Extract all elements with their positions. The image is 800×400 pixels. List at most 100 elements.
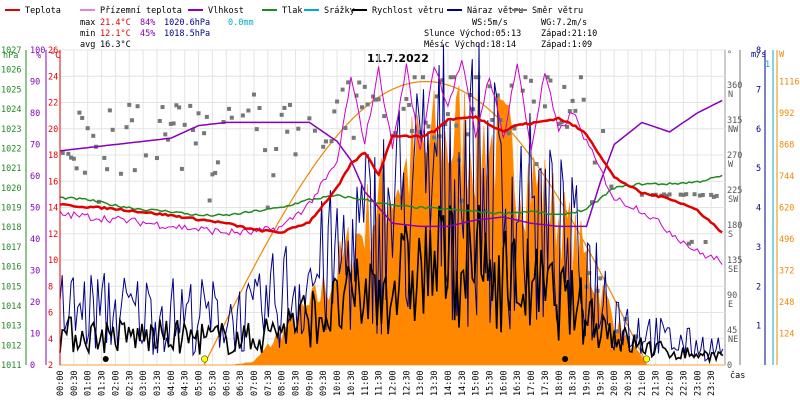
legend-srazky: Srážky: [324, 6, 355, 16]
wind-direction-point: [667, 192, 672, 197]
wm2-axis-unit: W: [779, 50, 785, 60]
wind-direction-point: [130, 118, 135, 123]
dir-tick-deg: 315: [727, 116, 742, 126]
x-tick-label: 12:00: [389, 370, 399, 396]
pct-tick-label: 70: [30, 141, 40, 151]
x-tick-label: 11:00: [361, 370, 371, 396]
wind-direction-point: [307, 116, 312, 121]
temp-tick-label: 10: [48, 256, 58, 266]
wind-direction-point: [689, 239, 694, 244]
wind-direction-point: [598, 276, 603, 281]
dir-tick-name: NW: [728, 125, 739, 135]
pct-tick-label: 80: [30, 109, 40, 119]
dir-tick-deg: 225: [727, 186, 742, 196]
pct-axis-unit: %: [36, 51, 41, 61]
wind-direction-point: [174, 103, 179, 108]
legend-prizemni-teplota: Přízemní teplota: [100, 6, 182, 16]
wind-direction-point: [545, 75, 550, 80]
x-tick-label: 23:00: [693, 370, 703, 396]
info-sun-set: Západ:21:10: [541, 29, 597, 39]
wind-direction-point: [124, 125, 129, 130]
wind-direction-point: [191, 127, 195, 132]
wind-direction-point: [382, 114, 387, 119]
hpa-axis-unit: hPa: [3, 51, 18, 61]
wind-direction-point: [163, 132, 168, 137]
wind-direction-point: [490, 117, 495, 122]
wind-direction-point: [171, 121, 176, 126]
x-tick-label: 15:00: [472, 370, 482, 396]
x-tick-label: 10:30: [347, 370, 357, 396]
wind-direction-point: [700, 193, 705, 198]
info-block: WS:5m/s WG:7.2m/s Slunce Východ:05:13 Zá…: [424, 18, 597, 50]
wind-direction-point: [542, 104, 547, 109]
wind-direction-point: [168, 121, 173, 126]
x-tick-label: 07:30: [264, 370, 274, 396]
wind-direction-point: [614, 329, 619, 334]
wind-direction-point: [601, 129, 606, 134]
wind-direction-point: [335, 99, 340, 104]
wind-direction-point: [567, 109, 572, 114]
wind-direction-point: [570, 98, 575, 103]
wind-direction-point: [85, 126, 90, 131]
pct-tick-label: 30: [30, 267, 40, 277]
wind-direction-point: [343, 126, 348, 131]
wind-direction-point: [240, 113, 245, 118]
stats-block: max 21.4°C 84% 1020.6hPa 0.0mm min 12.1°…: [80, 18, 254, 50]
temp-tick-label: 20: [48, 125, 58, 135]
info-wg: WG:7.2m/s: [541, 18, 587, 28]
wind-direction-point: [409, 129, 414, 134]
dir-tick-deg: 45: [727, 326, 737, 336]
dir-tick-deg: 135: [727, 256, 742, 266]
moonset-marker: [102, 356, 109, 362]
x-tick-label: 01:30: [98, 370, 108, 396]
x-tick-label: 03:00: [139, 370, 149, 396]
x-tick-label: 16:30: [513, 370, 523, 396]
legend-smer-vetru: Směr větru: [532, 6, 583, 16]
dir-tick-deg: 180: [727, 221, 742, 231]
x-tick-label: 20:00: [610, 370, 620, 396]
wind-direction-point: [210, 172, 215, 177]
wind-direction-point: [351, 135, 356, 140]
info-moon: Měsíc Východ:18:14: [424, 40, 516, 50]
x-tick-label: 01:00: [84, 370, 94, 396]
x-axis: 00:00 00:30 01:00 01:30 02:00 02:30 03:00 03:30…: [56, 370, 717, 396]
x-tick-label: 12:30: [402, 370, 412, 396]
temp-tick-label: 8: [48, 282, 53, 292]
stat-max-label: max: [80, 18, 95, 28]
hpa-tick-label: 1016: [1, 263, 21, 273]
x-tick-label: 09:30: [319, 370, 329, 396]
wind-direction-point: [534, 162, 539, 167]
temp-tick-label: 18: [48, 151, 58, 161]
hpa-tick-label: 1024: [1, 105, 21, 115]
wind-direction-point: [312, 128, 317, 133]
x-tick-label: 11:30: [375, 370, 385, 396]
x-tick-label: 00:30: [70, 370, 80, 396]
wind-direction-point: [423, 120, 428, 125]
dir-tick-name: E: [728, 300, 733, 310]
wind-direction-point: [662, 192, 667, 197]
temp-axis-unit: °C: [50, 51, 60, 61]
wind-direction-point: [274, 146, 279, 151]
x-tick-label: 18:30: [569, 370, 579, 396]
wind-direction-point: [448, 75, 453, 80]
wind-direction-point: [77, 110, 82, 115]
moonrise-marker: [562, 356, 569, 362]
wind-direction-point: [257, 105, 262, 110]
wind-direction-point: [709, 192, 714, 197]
pct-tick-label: 20: [30, 298, 40, 308]
wind-direction-point: [587, 271, 592, 276]
hpa-tick-label: 1026: [1, 66, 21, 76]
temp-tick-label: 12: [48, 230, 58, 240]
hpa-tick-label: 1011: [1, 361, 21, 371]
wind-direction-point: [265, 205, 270, 210]
x-axis-label: čas: [730, 370, 745, 381]
wind-direction-point: [434, 94, 439, 99]
x-tick-label: 04:30: [181, 370, 191, 396]
wind-direction-point: [69, 155, 74, 160]
ms-tick-label: 5: [756, 164, 761, 174]
x-tick-label: 14:30: [458, 370, 468, 396]
temp-tick-label: 14: [48, 204, 58, 214]
wind-direction-point: [329, 139, 334, 144]
wind-direction-point: [179, 166, 184, 171]
wind-direction-point: [332, 109, 337, 114]
